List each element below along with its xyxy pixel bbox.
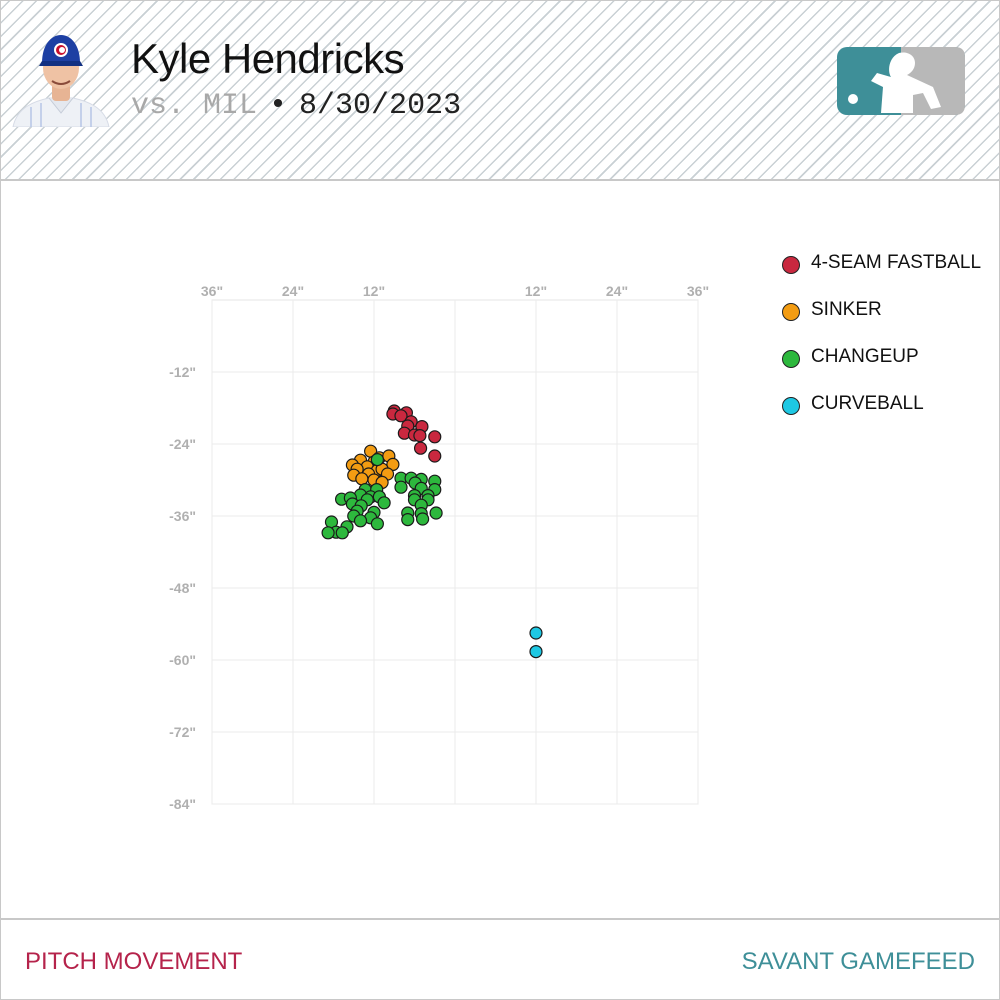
opponent: vs. MIL (131, 89, 258, 123)
chart-ticks: 36" 24" 12" 12" 24" 36" -12" -24" -36" -48" -60" -7… (169, 283, 709, 812)
data-point-changeup (370, 453, 384, 467)
x-tick-label: 12" (525, 283, 547, 299)
chart-grid (211, 299, 699, 805)
data-point-changeup (401, 513, 415, 527)
separator-dot: • (269, 89, 288, 123)
chart-points (321, 404, 543, 659)
game-date: 8/30/2023 (299, 89, 462, 123)
y-tick-label: -36" (169, 508, 196, 524)
y-tick-label: -24" (169, 436, 196, 452)
data-point-changeup (353, 514, 368, 528)
data-point-changeup (416, 512, 430, 526)
data-point-sinker (355, 472, 369, 486)
legend-swatch (782, 256, 800, 274)
y-tick-label: -48" (169, 580, 196, 596)
header: Kyle Hendricks vs. MIL • 8/30/2023 (1, 1, 999, 181)
player-name: Kyle Hendricks (131, 35, 405, 82)
footer-pitch-movement-label: PITCH MOVEMENT (25, 948, 243, 975)
data-point-4-seam-fastball (413, 441, 428, 455)
data-point-4-seam-fastball (413, 429, 427, 443)
y-tick-label: -12" (169, 364, 196, 380)
legend-label: CHANGEUP (811, 346, 919, 367)
y-tick-label: -60" (169, 652, 196, 668)
data-point-changeup (370, 517, 384, 531)
x-tick-label: 24" (282, 283, 304, 299)
legend-item-sinker: SINKER (782, 299, 981, 346)
data-point-changeup (321, 526, 335, 540)
footer-savant-gamefeed-label: SAVANT GAMEFEED (741, 948, 975, 975)
y-tick-label: -84" (169, 796, 196, 812)
player-avatar (12, 35, 110, 127)
legend-item-4-seam-fastball: 4-SEAM FASTBALL (782, 252, 981, 299)
data-point-4-seam-fastball (428, 449, 442, 463)
legend-swatch (782, 350, 800, 368)
data-point-4-seam-fastball (428, 430, 442, 444)
x-tick-label: 24" (606, 283, 628, 299)
x-tick-label: 36" (687, 283, 709, 299)
footer: PITCH MOVEMENT SAVANT GAMEFEED (1, 918, 999, 1000)
data-point-changeup (429, 506, 443, 520)
data-point-changeup (335, 526, 349, 540)
legend-item-changeup: CHANGEUP (782, 346, 981, 393)
pitch-movement-chart: 36" 24" 12" 12" 24" 36" -12" -24" -36" -48" -60" -7… (169, 283, 709, 812)
data-point-4-seam-fastball (394, 409, 408, 423)
data-point-curveball (529, 645, 543, 659)
legend-swatch (782, 397, 800, 415)
legend-label: CURVEBALL (811, 393, 924, 414)
data-point-changeup (394, 480, 408, 494)
legend-label: SINKER (811, 299, 882, 320)
data-point-curveball (529, 626, 543, 640)
game-info: vs. MIL • 8/30/2023 (131, 89, 461, 123)
legend-item-curveball: CURVEBALL (782, 393, 981, 440)
x-tick-label: 12" (363, 283, 385, 299)
chart-legend: 4-SEAM FASTBALL SINKER CHANGEUP CURVEBALL (782, 252, 981, 440)
legend-swatch (782, 303, 800, 321)
data-point-changeup (377, 496, 391, 510)
x-tick-label: 36" (201, 283, 223, 299)
legend-label: 4-SEAM FASTBALL (811, 252, 982, 273)
y-tick-label: -72" (169, 724, 196, 740)
mlb-logo (837, 47, 965, 115)
